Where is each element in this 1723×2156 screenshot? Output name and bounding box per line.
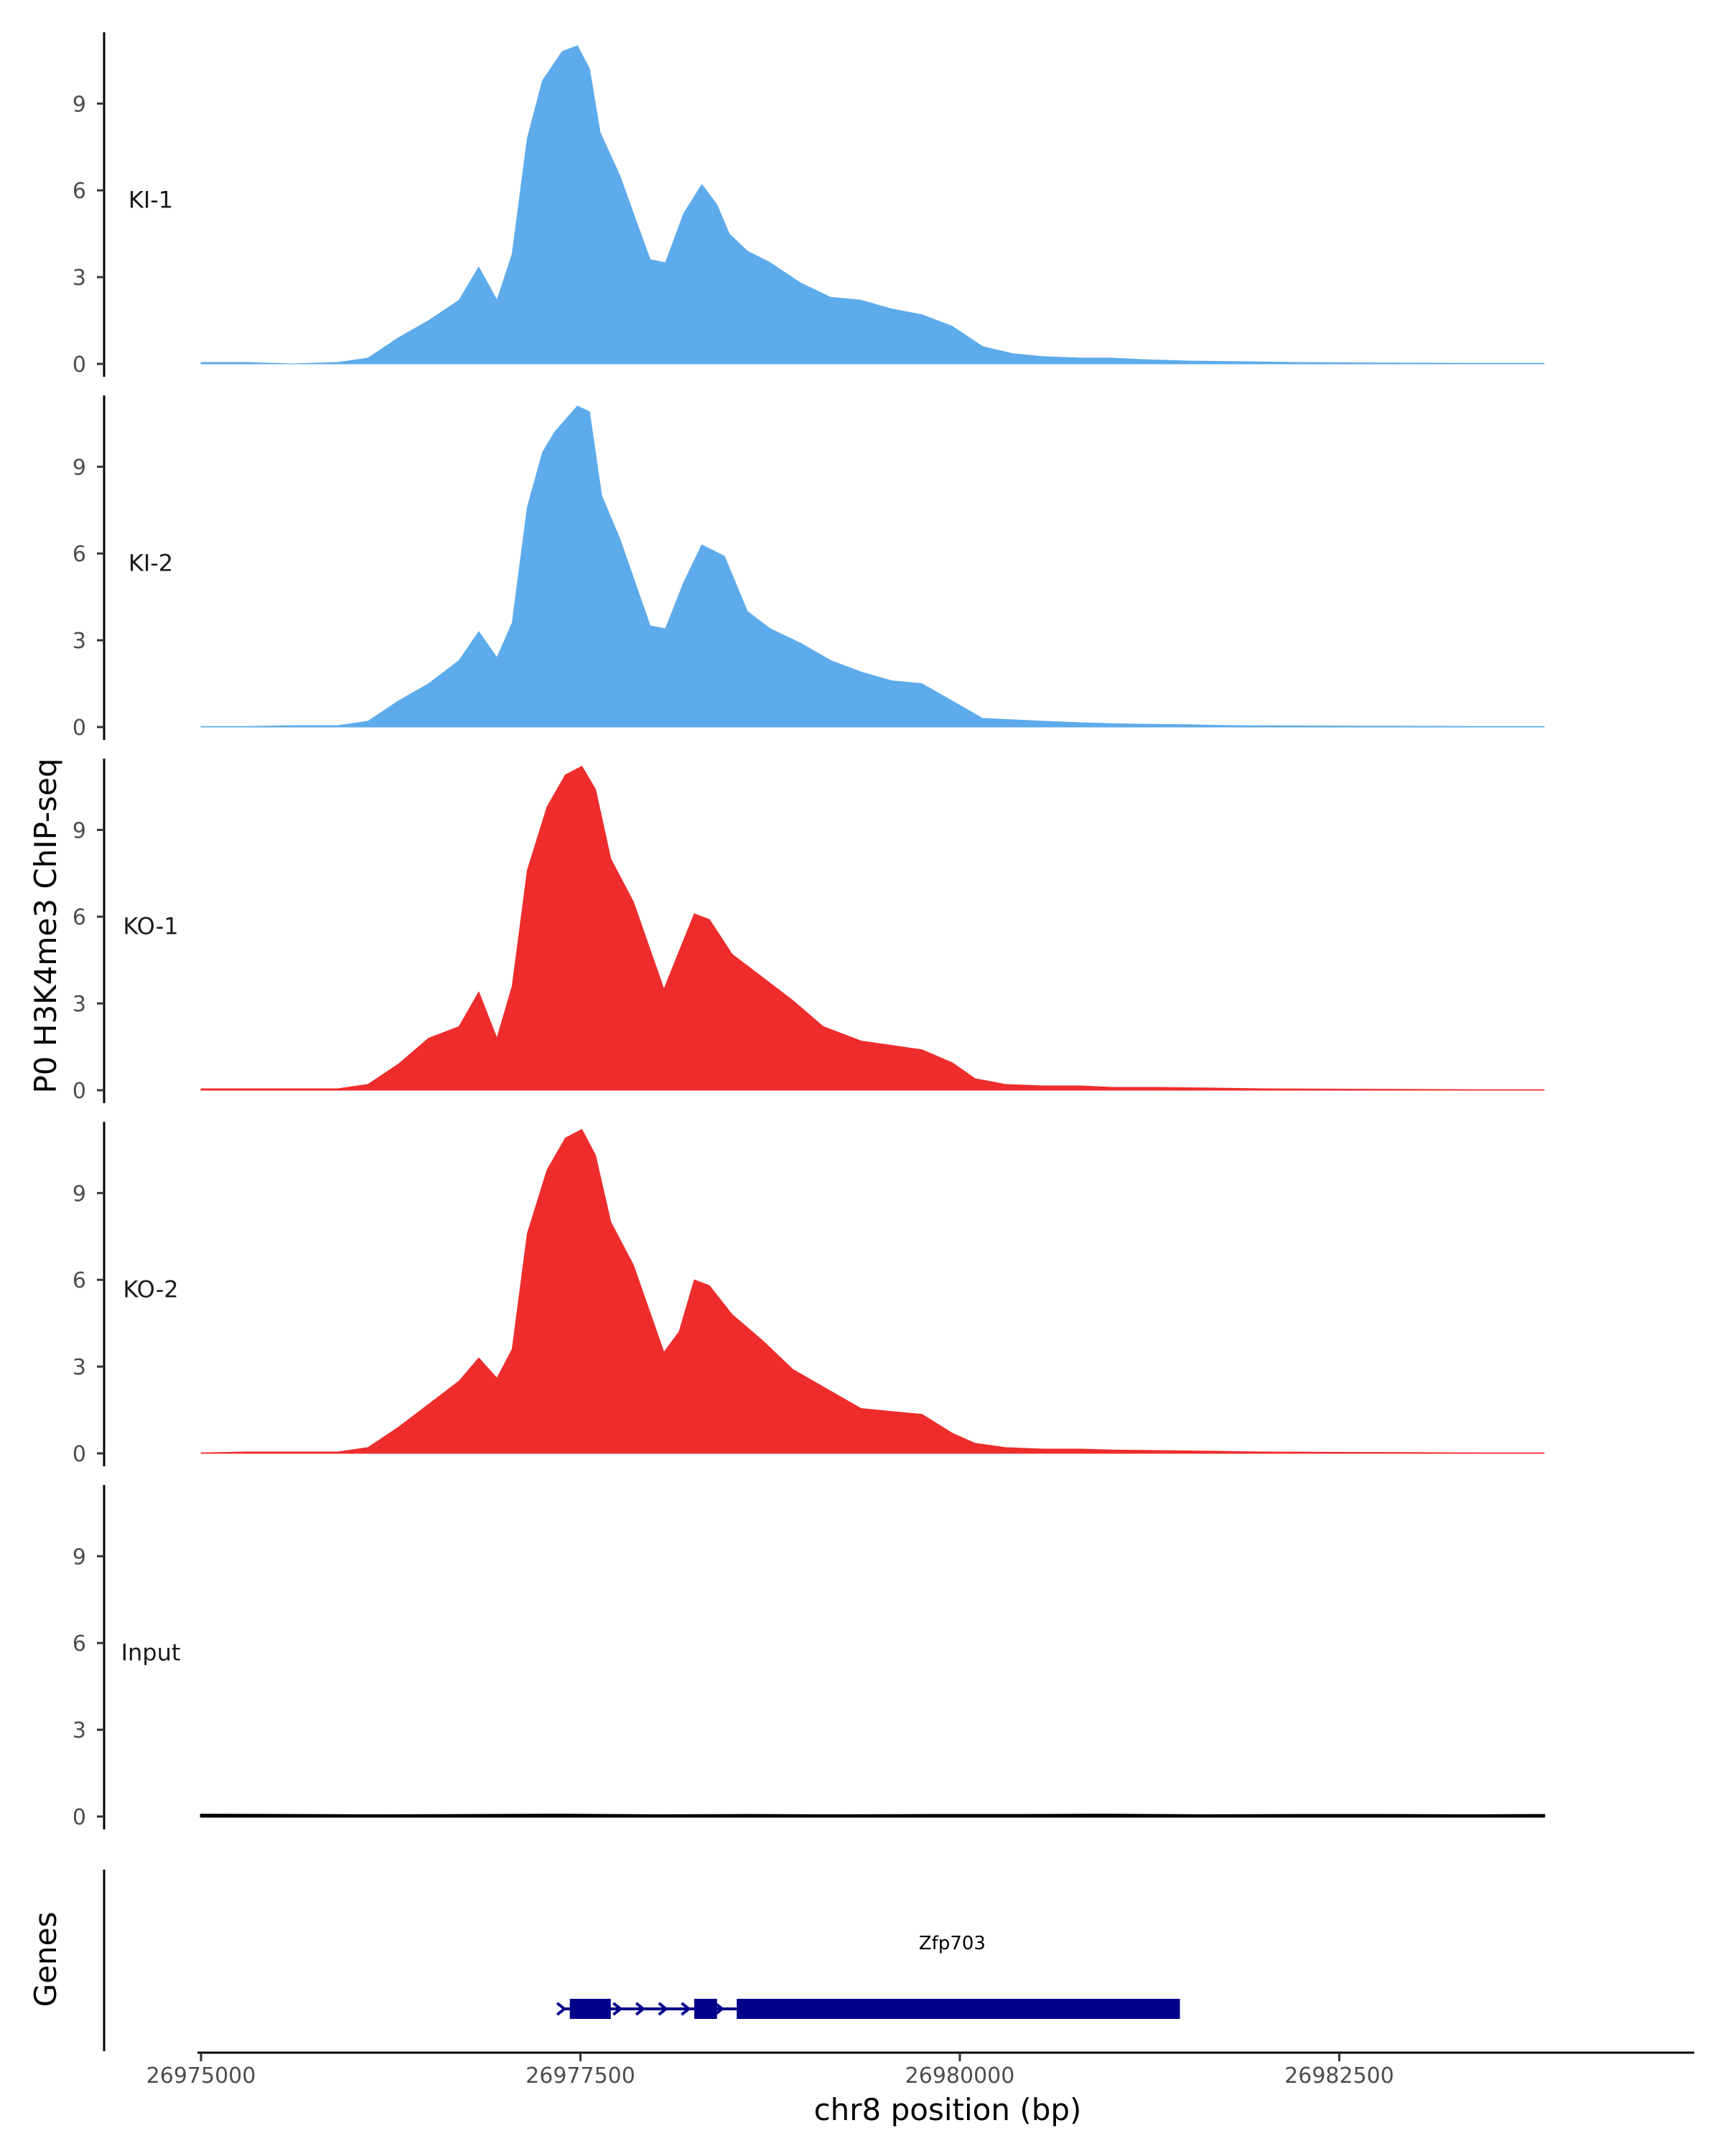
track-label-input: Input xyxy=(121,1639,181,1666)
signal-area-input xyxy=(200,1814,1546,1818)
signal-area-ki-1 xyxy=(200,45,1545,365)
y-tick-label: 0 xyxy=(73,1805,86,1830)
track-panel-input: 0 3 6 9 Input xyxy=(73,1485,1546,1830)
track-label-ki-2: KI-2 xyxy=(129,549,173,576)
strand-arrow xyxy=(714,2002,725,2016)
track-label-ko-2: KO-2 xyxy=(123,1275,178,1303)
track-panel-ki-2: 0 3 6 9 KI-2 xyxy=(73,395,1545,741)
y-tick-label: 9 xyxy=(73,1181,86,1206)
y-tick-label: 3 xyxy=(73,1718,86,1743)
y-tick-label: 9 xyxy=(73,92,86,117)
track-label-ko-1: KO-1 xyxy=(123,912,178,939)
y-tick-label: 6 xyxy=(73,905,86,930)
x-axis-title: chr8 position (bp) xyxy=(814,2092,1082,2127)
y-tick-label: 0 xyxy=(73,352,86,378)
x-tick-label: 26975000 xyxy=(146,2063,256,2089)
y-tick-label: 3 xyxy=(73,1355,86,1380)
y-tick-label: 9 xyxy=(73,455,86,480)
signal-area-ko-2 xyxy=(200,1129,1545,1454)
y-tick-label: 6 xyxy=(73,542,86,567)
strand-arrow xyxy=(681,2002,691,2016)
strand-arrow xyxy=(556,2002,567,2016)
tracks-layer: 0 3 6 9 KI-1 0 3 6 9 KI-2 0 3 6 9 KO-1 0 3 6 9 KO-2 0 3 6 9 Inpu… xyxy=(73,32,1546,1830)
x-tick-label: 26977500 xyxy=(526,2063,635,2089)
gene-exon-2 xyxy=(694,1999,717,2019)
y-tick-label: 3 xyxy=(73,992,86,1017)
x-tick-label: 26980000 xyxy=(905,2063,1015,2089)
y-tick-label: 0 xyxy=(73,716,86,741)
y-tick-label: 3 xyxy=(73,629,86,654)
y-tick-label: 9 xyxy=(73,818,86,843)
gene-exon-3 xyxy=(737,1999,1180,2019)
gene-exon-1 xyxy=(569,1999,611,2019)
y-tick-label: 0 xyxy=(73,1079,86,1104)
strand-arrow xyxy=(635,2002,646,2016)
gene-track: Genes Zfp703 xyxy=(28,1870,1180,2051)
y-tick-label: 9 xyxy=(73,1545,86,1570)
strand-arrow xyxy=(612,2002,623,2016)
signal-area-ko-1 xyxy=(200,766,1545,1091)
y-tick-label: 0 xyxy=(73,1442,86,1467)
gene-name-label: Zfp703 xyxy=(919,1933,986,1954)
y-axis-title: P0 H3K4me3 ChIP-seq xyxy=(28,758,63,1093)
x-tick-label: 26982500 xyxy=(1284,2063,1394,2089)
track-panel-ko-1: 0 3 6 9 KO-1 xyxy=(73,759,1545,1104)
gene-model xyxy=(556,1999,1180,2019)
x-axis-ticks: 26975000 26977500 26980000 26982500 xyxy=(146,2053,1394,2089)
y-tick-label: 6 xyxy=(73,1268,86,1293)
y-tick-label: 6 xyxy=(73,179,86,204)
y-tick-label: 6 xyxy=(73,1631,86,1656)
track-panel-ko-2: 0 3 6 9 KO-2 xyxy=(73,1122,1545,1467)
strand-arrow xyxy=(658,2002,668,2016)
y-tick-label: 3 xyxy=(73,266,86,291)
gene-track-title: Genes xyxy=(28,1912,63,2007)
track-label-ki-1: KI-1 xyxy=(129,186,173,213)
x-axis: 26975000 26977500 26980000 26982500 chr8 po… xyxy=(146,2051,1694,2127)
signal-area-ki-2 xyxy=(200,406,1545,728)
track-panel-ki-1: 0 3 6 9 KI-1 xyxy=(73,32,1545,378)
